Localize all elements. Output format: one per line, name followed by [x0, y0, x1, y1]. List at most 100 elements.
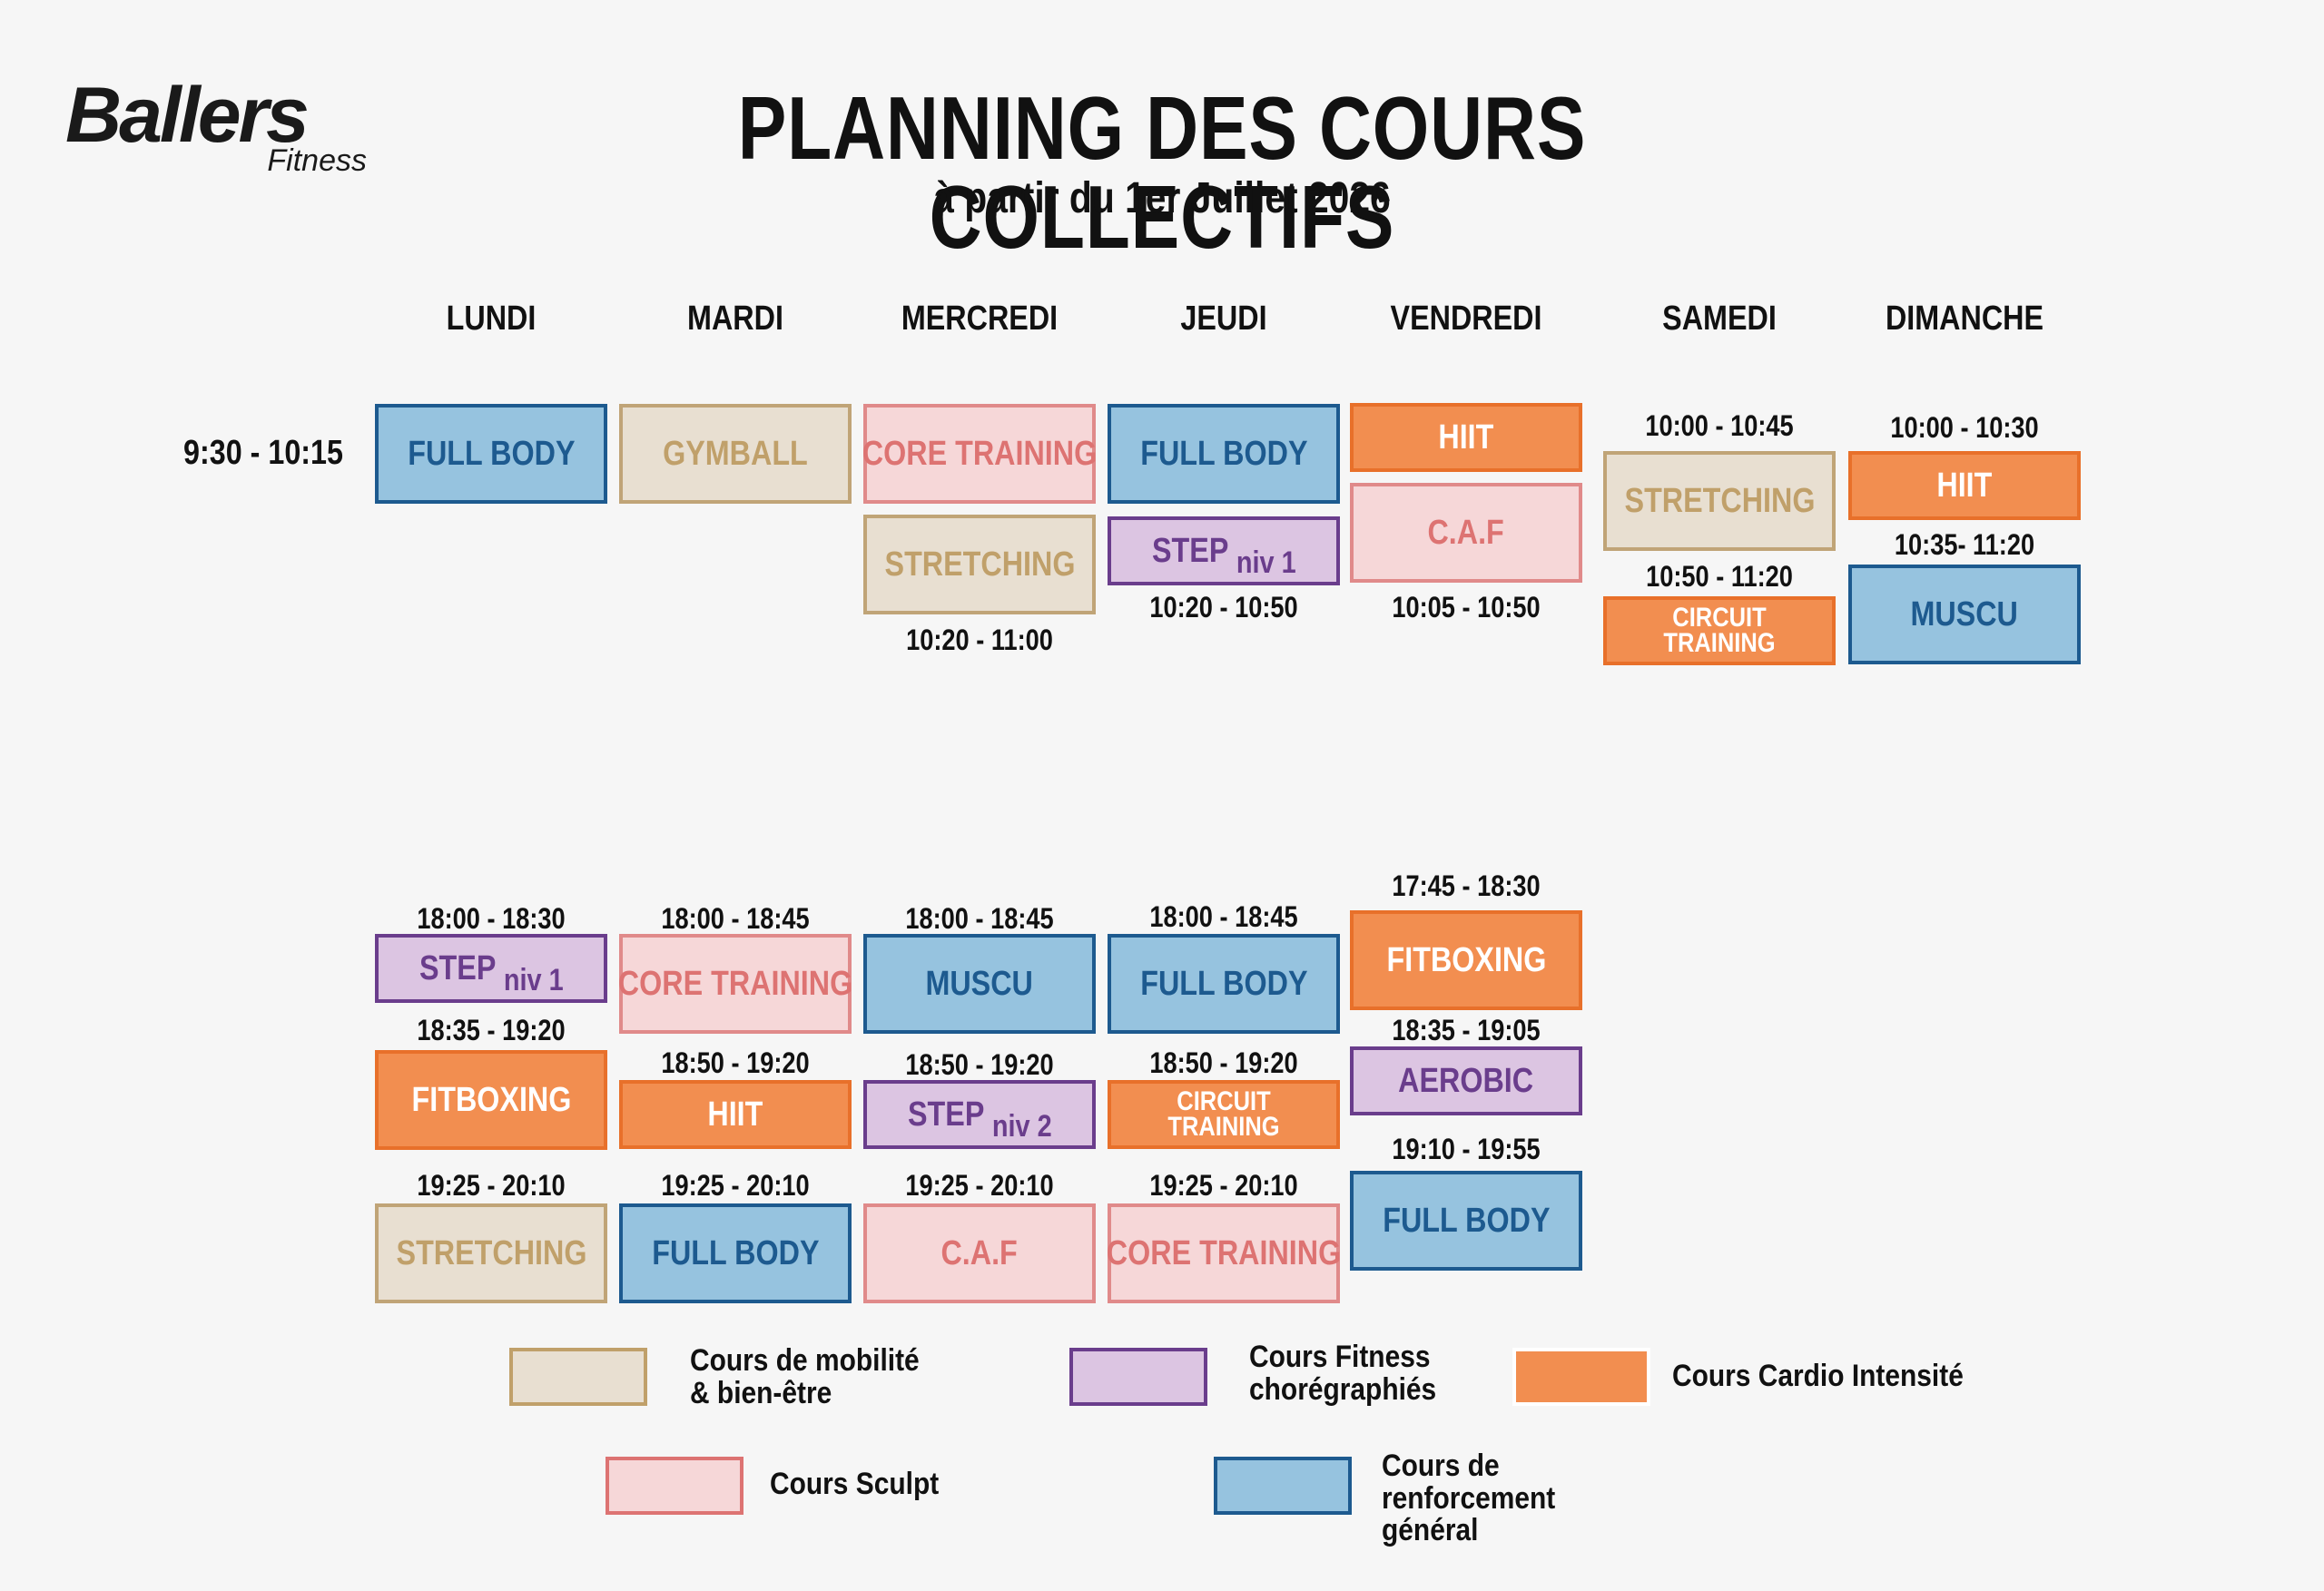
course-samedi-stretching[interactable]: STRETCHING	[1603, 451, 1836, 551]
course-dimanche-hiit[interactable]: HIIT	[1848, 451, 2081, 520]
time-jeudi-core: 19:25 - 20:10	[1149, 1169, 1298, 1202]
day-header-jeudi: JEUDI	[1180, 300, 1267, 338]
course-label: CORE TRAINING	[617, 965, 853, 1003]
ballers-fitness-logo: Ballers Fitness	[65, 76, 374, 185]
time-mercredi-muscu: 18:00 - 18:45	[905, 902, 1054, 935]
course-mardi-core-training[interactable]: CORE TRAINING	[617, 934, 853, 1034]
course-label: MUSCU	[1910, 595, 2019, 633]
course-label: HIIT	[707, 1095, 763, 1134]
course-label: STEP niv 1	[419, 949, 564, 996]
course-label: FULL BODY	[1139, 965, 1308, 1003]
legend-label-sculpt: Cours Sculpt	[770, 1467, 940, 1501]
course-label: FITBOXING	[1386, 941, 1546, 979]
day-header-dimanche: DIMANCHE	[1885, 300, 2044, 338]
time-mercredi-stretching: 10:20 - 11:00	[906, 624, 1053, 656]
course-level: niv 2	[991, 1109, 1052, 1144]
time-samedi-circuit: 10:50 - 11:20	[1646, 560, 1793, 593]
time-lundi-fitboxing: 18:35 - 19:20	[417, 1014, 566, 1046]
time-jeudi-full-body: 18:00 - 18:45	[1149, 900, 1298, 933]
course-mardi-gymball[interactable]: GYMBALL	[619, 404, 852, 504]
course-label: CIRCUIT TRAINING	[1663, 602, 1776, 658]
legend-swatch-cardio	[1512, 1348, 1650, 1406]
course-jeudi-step[interactable]: STEP niv 1	[1108, 516, 1340, 585]
day-header-vendredi: VENDREDI	[1390, 300, 1542, 338]
course-name: STEP	[907, 1095, 984, 1134]
course-jeudi-full-body[interactable]: FULL BODY	[1108, 404, 1340, 504]
course-label: GYMBALL	[663, 435, 808, 473]
time-vendredi-full-body: 19:10 - 19:55	[1392, 1133, 1541, 1165]
course-name: STEP	[419, 949, 496, 987]
course-label: CIRCUIT TRAINING	[1167, 1085, 1280, 1142]
page-title: PLANNING DES COURS COLLECTIFS	[737, 78, 1587, 267]
day-header-samedi: SAMEDI	[1662, 300, 1777, 338]
course-vendredi-aerobic[interactable]: AEROBIC	[1350, 1046, 1582, 1115]
course-label: C.A.F	[1427, 514, 1505, 552]
time-vendredi-caf: 10:05 - 10:50	[1392, 591, 1541, 624]
course-jeudi-full-body-pm[interactable]: FULL BODY	[1108, 934, 1340, 1034]
course-label: CORE TRAINING	[862, 435, 1098, 473]
legend-label-mobilite: Cours de mobilité & bien-être	[690, 1343, 920, 1410]
course-label: CORE TRAINING	[1106, 1234, 1342, 1272]
course-mardi-full-body[interactable]: FULL BODY	[619, 1203, 852, 1303]
time-dimanche-hiit: 10:00 - 10:30	[1890, 411, 2039, 444]
course-label: STEP niv 2	[907, 1095, 1052, 1142]
page-subtitle: à partir du 1er Juillet 2026	[933, 174, 1391, 222]
time-lundi-stretching: 19:25 - 20:10	[417, 1169, 566, 1202]
time-mercredi-caf: 19:25 - 20:10	[905, 1169, 1054, 1202]
course-lundi-step[interactable]: STEP niv 1	[375, 934, 607, 1003]
course-mercredi-stretching[interactable]: STRETCHING	[863, 515, 1096, 614]
course-jeudi-core-training[interactable]: CORE TRAINING	[1106, 1203, 1342, 1303]
day-header-lundi: LUNDI	[446, 300, 537, 338]
course-vendredi-full-body[interactable]: FULL BODY	[1350, 1171, 1582, 1271]
course-lundi-fitboxing[interactable]: FITBOXING	[375, 1050, 607, 1150]
time-dimanche-muscu: 10:35- 11:20	[1894, 528, 2035, 561]
course-level: niv 1	[1236, 545, 1296, 580]
logo-brand: Ballers	[65, 72, 310, 159]
time-mercredi-step: 18:50 - 19:20	[905, 1048, 1054, 1081]
course-label: C.A.F	[940, 1234, 1019, 1272]
time-vendredi-aerobic: 18:35 - 19:05	[1392, 1014, 1541, 1046]
course-label: FULL BODY	[651, 1234, 820, 1272]
course-vendredi-hiit[interactable]: HIIT	[1350, 403, 1582, 472]
time-lundi-step: 18:00 - 18:30	[417, 902, 566, 935]
course-samedi-circuit-training[interactable]: CIRCUIT TRAINING	[1603, 596, 1836, 665]
legend-swatch-mobilite	[509, 1348, 647, 1406]
time-jeudi-step: 10:20 - 10:50	[1149, 591, 1298, 624]
course-label: FULL BODY	[407, 435, 576, 473]
course-label: FITBOXING	[411, 1081, 571, 1119]
course-mercredi-muscu[interactable]: MUSCU	[863, 934, 1096, 1034]
course-dimanche-muscu[interactable]: MUSCU	[1848, 565, 2081, 664]
legend-label-cardio: Cours Cardio Intensité	[1672, 1359, 1964, 1393]
course-vendredi-caf[interactable]: C.A.F	[1350, 483, 1582, 583]
course-label: STRETCHING	[884, 545, 1075, 584]
logo-brand-sub: Fitness	[267, 143, 367, 178]
morning-time-label: 9:30 - 10:15	[183, 434, 343, 472]
course-lundi-stretching[interactable]: STRETCHING	[375, 1203, 607, 1303]
time-samedi-stretching: 10:00 - 10:45	[1645, 409, 1794, 442]
course-name: STEP	[1151, 532, 1228, 570]
course-label: MUSCU	[925, 965, 1034, 1003]
course-label: STRETCHING	[1624, 482, 1815, 520]
course-mardi-hiit[interactable]: HIIT	[619, 1080, 852, 1149]
day-header-mercredi: MERCREDI	[901, 300, 1059, 338]
course-label: HIIT	[1438, 418, 1494, 457]
course-label: AEROBIC	[1398, 1062, 1534, 1100]
course-label: HIIT	[1936, 466, 1993, 505]
legend-label-renforcement: Cours de renforcement général	[1382, 1449, 1556, 1548]
time-mardi-core: 18:00 - 18:45	[661, 902, 810, 935]
time-vendredi-fitboxing: 17:45 - 18:30	[1392, 869, 1541, 902]
time-mardi-hiit: 18:50 - 19:20	[661, 1046, 810, 1079]
legend-swatch-renforcement	[1214, 1457, 1352, 1515]
course-level: niv 1	[503, 963, 564, 997]
course-vendredi-fitboxing[interactable]: FITBOXING	[1350, 910, 1582, 1010]
course-mercredi-caf[interactable]: C.A.F	[863, 1203, 1096, 1303]
course-label: FULL BODY	[1382, 1202, 1551, 1240]
course-label: FULL BODY	[1139, 435, 1308, 473]
time-jeudi-circuit: 18:50 - 19:20	[1149, 1046, 1298, 1079]
course-mercredi-core-training[interactable]: CORE TRAINING	[862, 404, 1098, 504]
course-lundi-full-body[interactable]: FULL BODY	[375, 404, 607, 504]
legend-swatch-sculpt	[606, 1457, 743, 1515]
course-jeudi-circuit-training[interactable]: CIRCUIT TRAINING	[1108, 1080, 1340, 1149]
legend-swatch-fitness	[1069, 1348, 1207, 1406]
course-mercredi-step[interactable]: STEP niv 2	[863, 1080, 1096, 1149]
